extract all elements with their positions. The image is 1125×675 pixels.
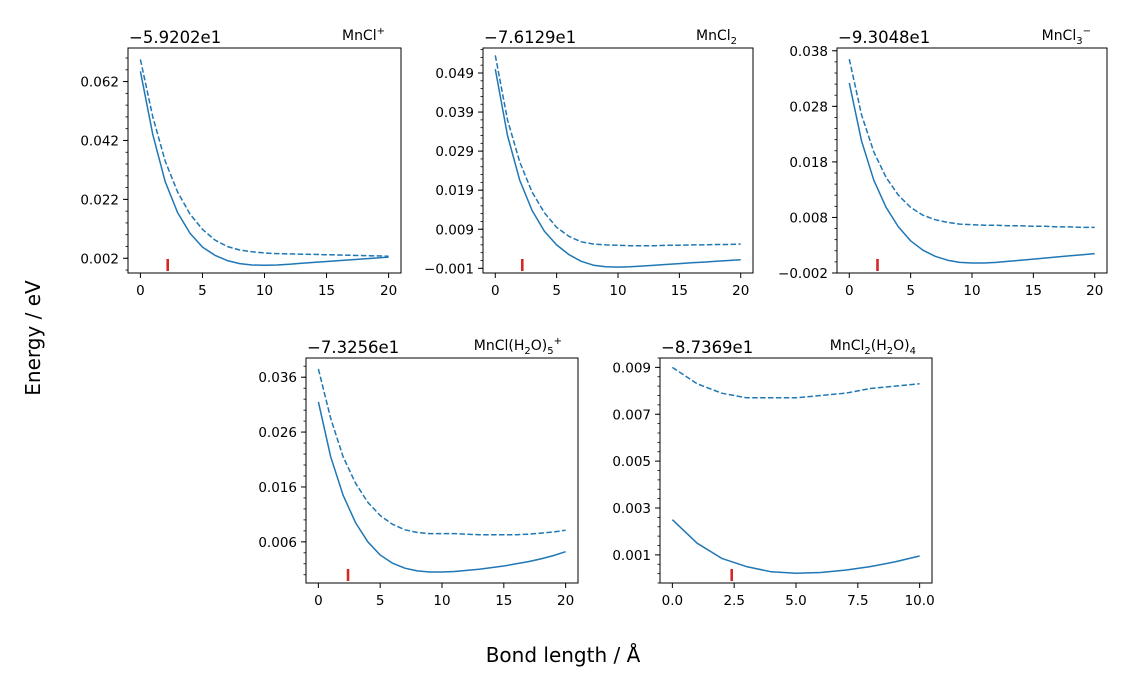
x-tick-label: 15 [318, 283, 335, 299]
y-tick-label: 0.007 [612, 407, 651, 423]
x-tick-label: 10 [609, 283, 626, 299]
x-tick-label: 10 [433, 593, 450, 609]
series-line-dashed [494, 55, 741, 247]
x-tick-label: 10 [963, 283, 980, 299]
subplot-title: MnCl(H2O)5+ [474, 336, 562, 357]
y-tick-label: 0.062 [80, 75, 119, 91]
x-tick-label: 20 [1086, 283, 1103, 299]
axes-frame [836, 47, 1108, 274]
x-tick-label: 15 [495, 593, 512, 609]
x-tick-label: 20 [557, 593, 574, 609]
x-tick-label: 10 [256, 283, 273, 299]
series-line-solid [671, 519, 920, 574]
subplot-2: −0.001 0.009 0.019 0.029 0.039 0.049 0 5 10 15 20 −… [424, 28, 754, 299]
x-tick-label: 0 [491, 283, 500, 299]
series-line-solid [139, 71, 389, 267]
y-offset-label: −9.3048e1 [838, 28, 930, 47]
y-offset-label: −5.9202e1 [129, 28, 221, 47]
subplot-title: MnCl+ [342, 26, 385, 44]
figure-xlabel: Bond length / Å [486, 643, 641, 667]
y-tick-label: 0.042 [80, 133, 119, 149]
x-tick-label: 5 [376, 593, 385, 609]
y-tick-label: 0.029 [435, 144, 474, 160]
subplot-3: −0.002 0.008 0.018 0.028 0.038 0 5 10 15 20 −9.304… [778, 26, 1108, 299]
x-tick-label: 15 [1025, 283, 1042, 299]
x-tick-label: 5 [906, 283, 915, 299]
subplot-5: 0.001 0.003 0.005 0.007 0.009 0.0 2.5 5.0 7.5 10.… [612, 338, 934, 609]
y-tick-label: 0.039 [435, 105, 474, 121]
x-tick-label: 2.5 [723, 593, 744, 609]
axes-frame [305, 357, 579, 584]
x-tick-label: 5 [552, 283, 561, 299]
y-tick-label: 0.002 [80, 251, 119, 267]
y-offset-label: −8.7369e1 [661, 338, 753, 357]
y-tick-label: −0.001 [424, 261, 474, 277]
y-tick-label: 0.018 [789, 155, 828, 171]
x-tick-label: 0 [845, 283, 854, 299]
series-line-dashed [848, 58, 1095, 229]
y-tick-label: 0.008 [789, 210, 828, 226]
subplot-title: MnCl2(H2O)4 [830, 338, 916, 357]
x-tick-label: 20 [732, 283, 749, 299]
y-tick-label: 0.049 [435, 66, 474, 82]
x-tick-label: 20 [380, 283, 397, 299]
figure-ylabel: Energy / eV [21, 280, 45, 396]
y-tick-label: 0.036 [258, 370, 297, 386]
series-line-solid [494, 68, 741, 268]
y-tick-label: 0.019 [435, 183, 474, 199]
y-tick-label: 0.006 [258, 535, 297, 551]
series-line-dashed [671, 366, 920, 399]
x-tick-label: 0 [136, 283, 145, 299]
x-tick-label: 5.0 [785, 593, 806, 609]
y-tick-label: 0.028 [789, 99, 828, 115]
y-tick-label: 0.009 [435, 222, 474, 238]
y-offset-label: −7.6129e1 [484, 28, 576, 47]
subplot-1: 0.002 0.022 0.042 0.062 0 5 10 15 20 −5.9202e1 MnC… [80, 26, 402, 299]
y-tick-label: 0.003 [612, 501, 651, 517]
x-tick-label: 10.0 [905, 593, 935, 609]
y-tick-label: 0.005 [612, 454, 651, 470]
y-offset-label: −7.3256e1 [307, 338, 399, 357]
series-line-dashed [139, 59, 389, 257]
y-tick-label: 0.038 [789, 44, 828, 60]
axes-frame [659, 357, 933, 584]
x-tick-label: 0.0 [662, 593, 683, 609]
axes-frame [482, 47, 754, 274]
subplots-group: 0.002 0.022 0.042 0.062 0 5 10 15 20 −5.9202e1 MnC… [80, 26, 1108, 609]
series-line-dashed [317, 368, 566, 536]
y-tick-label: −0.002 [778, 266, 828, 282]
y-tick-label: 0.009 [612, 360, 651, 376]
subplot-title: MnCl3− [1042, 26, 1091, 47]
y-tick-label: 0.026 [258, 425, 297, 441]
subplot-4: 0.006 0.016 0.026 0.036 0 5 10 15 20 −7.3256e1 MnC… [258, 336, 579, 609]
series-line-solid [317, 401, 566, 573]
y-tick-label: 0.022 [80, 192, 119, 208]
x-tick-label: 7.5 [847, 593, 868, 609]
y-tick-label: 0.001 [612, 548, 651, 564]
series-line-solid [848, 82, 1095, 264]
subplot-title: MnCl2 [696, 28, 737, 47]
axes-frame [127, 47, 402, 274]
x-tick-label: 5 [198, 283, 207, 299]
y-tick-label: 0.016 [258, 480, 297, 496]
x-tick-label: 15 [671, 283, 688, 299]
x-tick-label: 0 [314, 593, 323, 609]
